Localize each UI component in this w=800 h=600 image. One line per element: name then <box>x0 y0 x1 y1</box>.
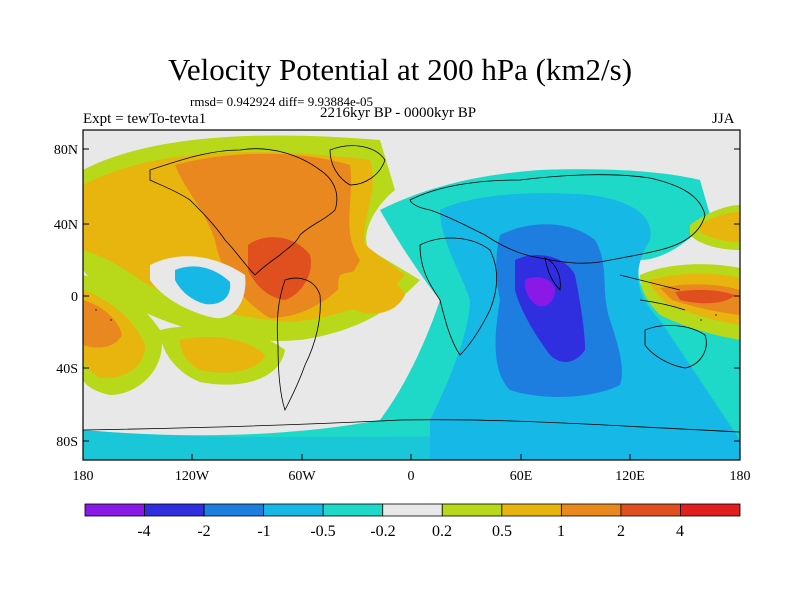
lon-tick-label: 60W <box>288 469 316 484</box>
colorbar-label: 0.2 <box>432 523 452 540</box>
lat-tick-label: 80S <box>56 435 78 450</box>
colorbar <box>84 503 741 517</box>
colorbar-label: 2 <box>617 523 625 540</box>
colorbar-box <box>144 503 205 517</box>
lat-tick-label: 80N <box>54 143 78 158</box>
lon-labels: 180 120W 60W 0 60E 120E 180 <box>73 469 751 484</box>
lat-labels: 80N 40N 0 40S 80S <box>54 143 78 450</box>
colorbar-label: 1 <box>557 523 565 540</box>
axis-ticks <box>82 148 741 460</box>
colorbar-label: -1 <box>257 523 270 540</box>
period-label: 2216kyr BP - 0000kyr BP <box>320 105 477 121</box>
lat-tick-label: 0 <box>71 290 78 305</box>
colorbar-box <box>382 503 443 517</box>
colorbar-box <box>84 503 145 517</box>
colorbar-box <box>203 503 265 517</box>
map-title: Velocity Potential at 200 hPa (km2/s) <box>167 52 633 87</box>
colorbar-label: 0.5 <box>492 523 512 540</box>
experiment-label: Expt = tewTo-tevta1 <box>83 111 207 127</box>
colorbar-labels: -4 -2 -1 -0.5 -0.2 0.2 0.5 1 2 4 <box>137 523 684 540</box>
colorbar-box <box>680 503 741 517</box>
rmsd-label: rmsd= 0.942924 diff= 9.93884e-05 <box>190 94 374 109</box>
lat-tick-label: 40S <box>56 362 78 377</box>
contour-fill-field <box>83 130 740 460</box>
colorbar-box <box>322 503 384 517</box>
colorbar-box <box>441 503 503 517</box>
lon-tick-label: 60E <box>510 469 533 484</box>
colorbar-label: -2 <box>197 523 210 540</box>
colorbar-box <box>620 503 681 517</box>
lon-tick-label: 180 <box>73 469 94 484</box>
colorbar-box <box>501 503 562 517</box>
colorbar-label: 4 <box>676 523 684 540</box>
colorbar-label: -0.2 <box>370 523 395 540</box>
lon-tick-label: 0 <box>408 469 415 484</box>
colorbar-label: -0.5 <box>310 523 335 540</box>
colorbar-box <box>560 503 622 517</box>
colorbar-label: -4 <box>137 523 150 540</box>
lon-tick-label: 120E <box>615 469 645 484</box>
lat-tick-label: 40N <box>54 218 78 233</box>
colorbar-box <box>263 503 324 517</box>
lon-tick-label: 180 <box>730 469 751 484</box>
coastlines <box>83 145 740 433</box>
lon-tick-label: 120W <box>175 469 210 484</box>
season-label: JJA <box>712 111 735 127</box>
